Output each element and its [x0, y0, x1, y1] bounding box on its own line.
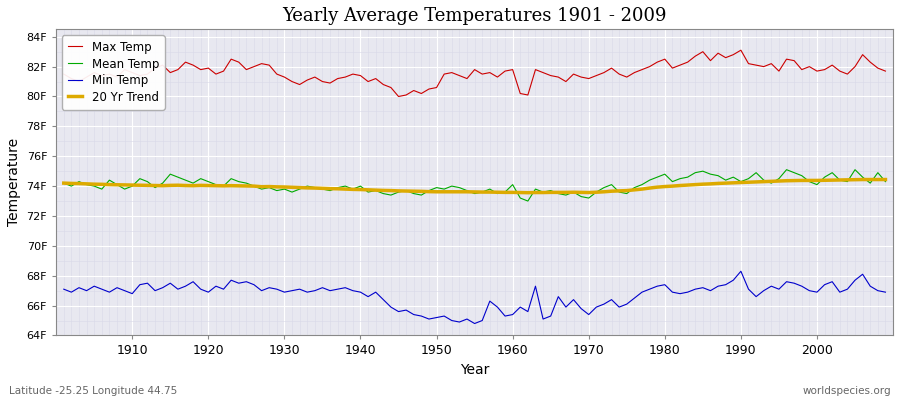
- Mean Temp: [286, 190, 297, 194]
- Y-axis label: Temperature: Temperature: [7, 138, 21, 226]
- Min Temp: [119, 288, 130, 293]
- 20 Yr Trend: [880, 177, 891, 182]
- Mean Temp: [781, 167, 792, 172]
- Mean Temp: [523, 199, 534, 204]
- Max Temp: [393, 94, 404, 99]
- 20 Yr Trend: [607, 189, 617, 194]
- Line: 20 Yr Trend: 20 Yr Trend: [64, 180, 886, 193]
- Min Temp: [880, 290, 891, 294]
- Min Temp: [469, 321, 480, 326]
- Mean Temp: [880, 179, 891, 184]
- Mean Temp: [607, 182, 617, 187]
- 20 Yr Trend: [332, 186, 343, 191]
- Min Temp: [58, 287, 69, 292]
- X-axis label: Year: Year: [460, 363, 490, 377]
- Mean Temp: [508, 182, 518, 187]
- Max Temp: [58, 72, 69, 76]
- 20 Yr Trend: [523, 190, 534, 195]
- Min Temp: [515, 305, 526, 310]
- Max Temp: [119, 67, 130, 72]
- 20 Yr Trend: [58, 181, 69, 186]
- Title: Yearly Average Temperatures 1901 - 2009: Yearly Average Temperatures 1901 - 2009: [283, 7, 667, 25]
- Max Temp: [508, 67, 518, 72]
- 20 Yr Trend: [857, 177, 868, 182]
- Line: Max Temp: Max Temp: [64, 50, 886, 96]
- Min Temp: [286, 288, 297, 293]
- Max Temp: [332, 76, 343, 81]
- Text: Latitude -25.25 Longitude 44.75: Latitude -25.25 Longitude 44.75: [9, 386, 177, 396]
- Mean Temp: [500, 190, 510, 194]
- Mean Temp: [119, 187, 130, 192]
- Min Temp: [508, 312, 518, 317]
- 20 Yr Trend: [286, 185, 297, 190]
- Legend: Max Temp, Mean Temp, Min Temp, 20 Yr Trend: Max Temp, Mean Temp, Min Temp, 20 Yr Tre…: [62, 35, 165, 110]
- Max Temp: [607, 66, 617, 70]
- Max Temp: [880, 69, 891, 74]
- Max Temp: [735, 48, 746, 52]
- Min Temp: [735, 269, 746, 274]
- Line: Mean Temp: Mean Temp: [64, 170, 886, 201]
- Mean Temp: [332, 185, 343, 190]
- Max Temp: [286, 79, 297, 84]
- Max Temp: [515, 91, 526, 96]
- 20 Yr Trend: [119, 182, 130, 187]
- Text: worldspecies.org: worldspecies.org: [803, 386, 891, 396]
- Mean Temp: [58, 181, 69, 186]
- 20 Yr Trend: [500, 190, 510, 195]
- 20 Yr Trend: [508, 190, 518, 195]
- Line: Min Temp: Min Temp: [64, 271, 886, 324]
- Min Temp: [607, 297, 617, 302]
- Min Temp: [332, 287, 343, 292]
